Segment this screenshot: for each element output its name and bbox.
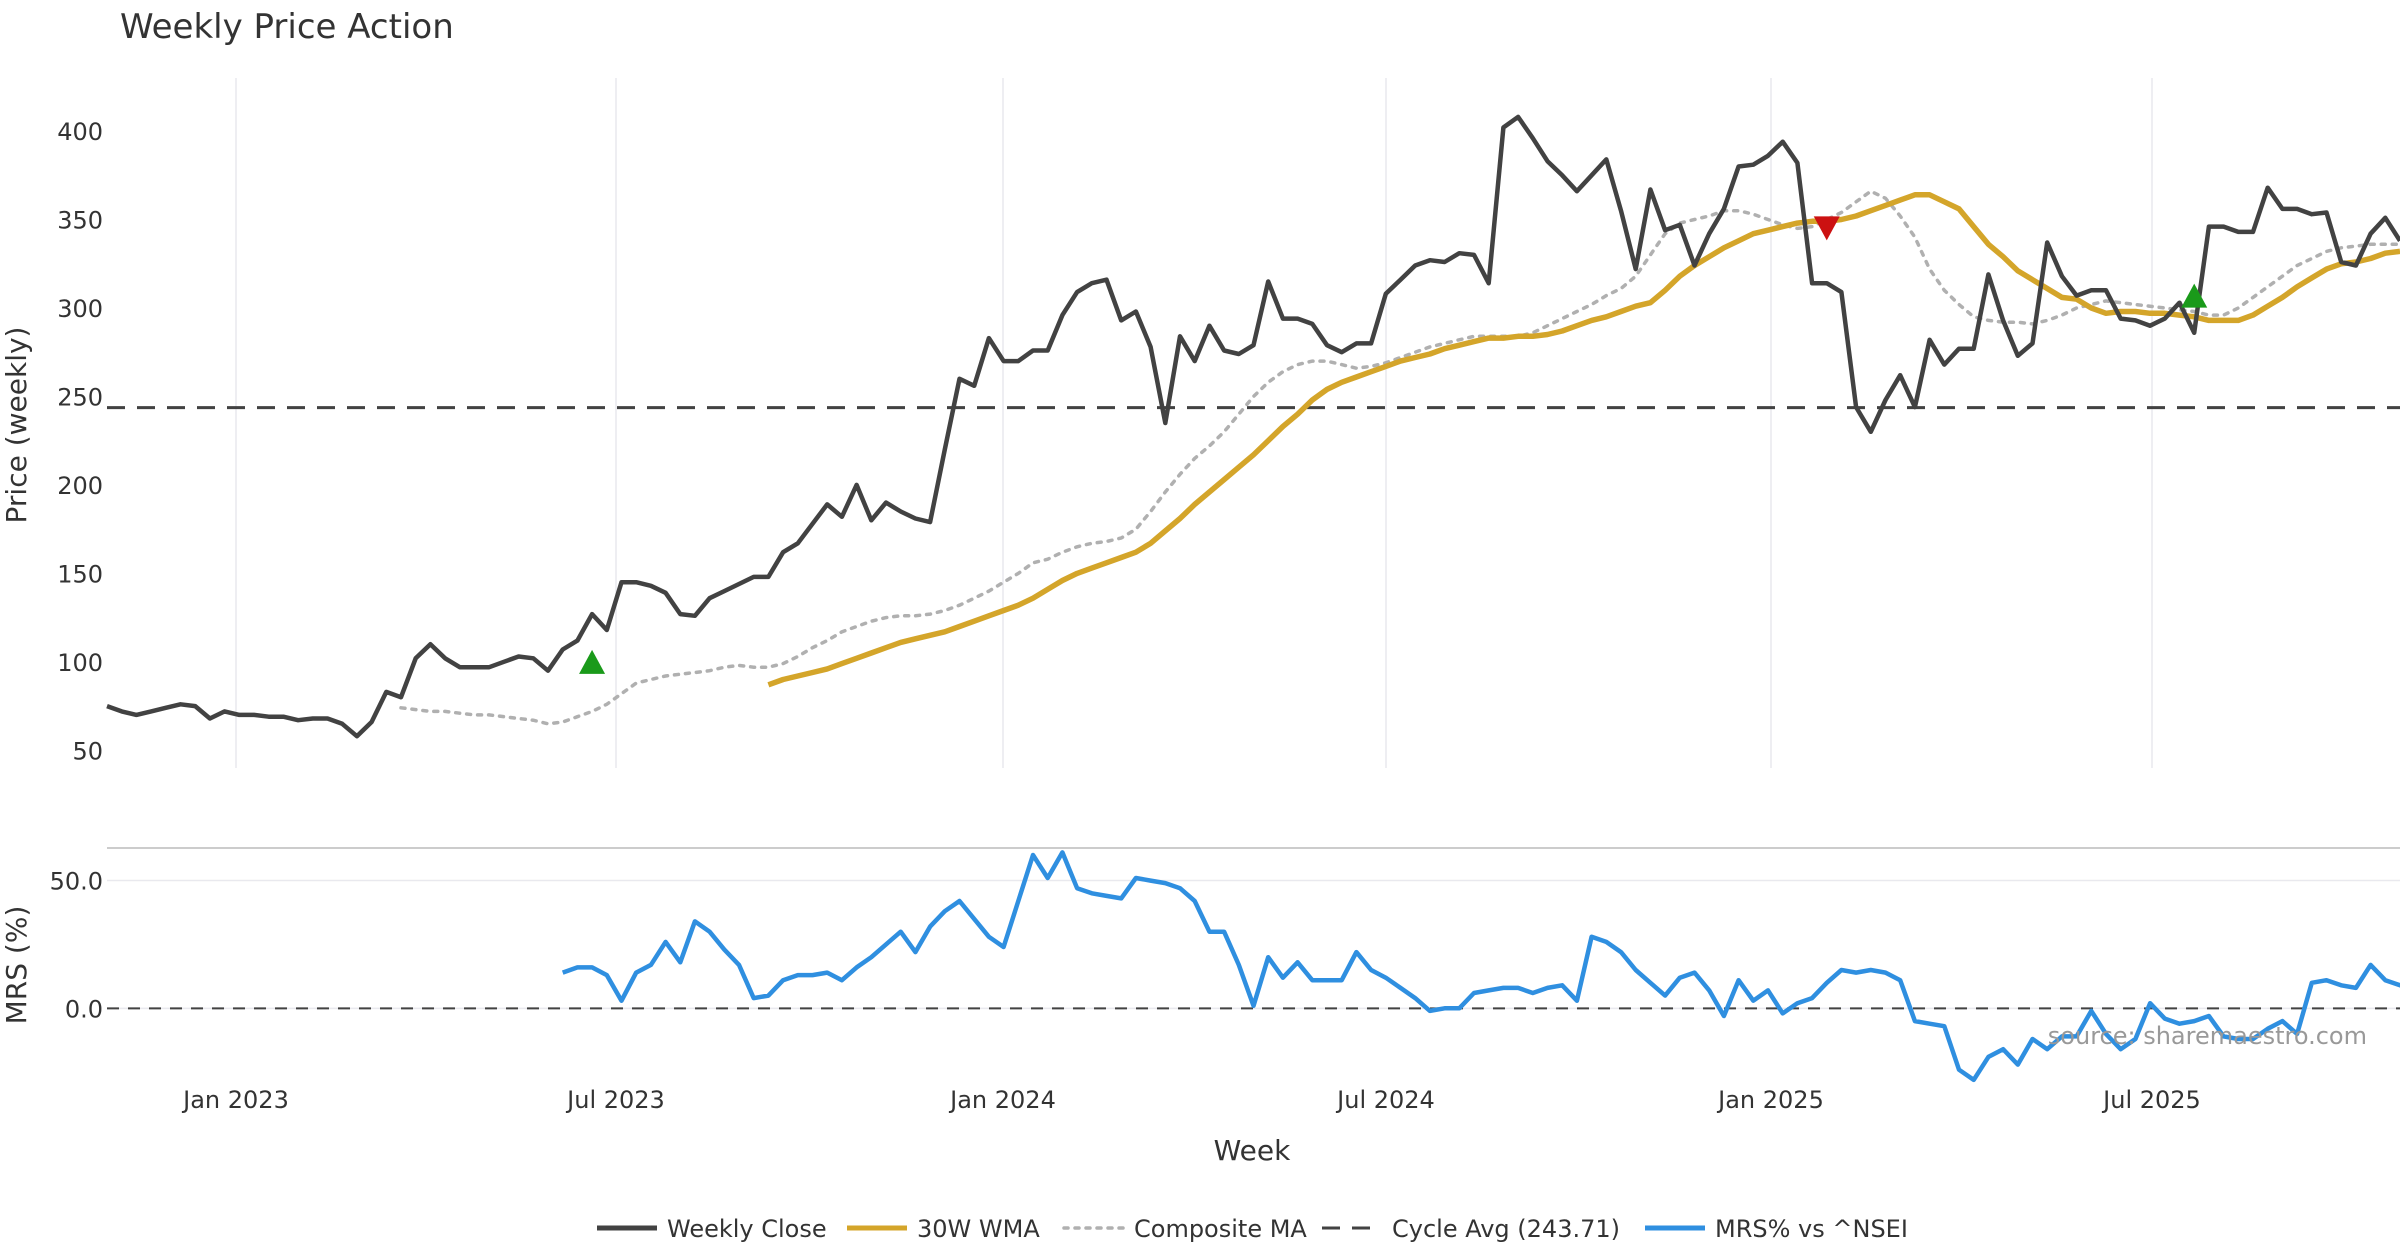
x-tick-label: Jul 2024 <box>1335 1086 1435 1114</box>
composite-ma-line <box>399 189 2400 726</box>
price-y-tick-label: 200 <box>57 472 103 500</box>
chart-title: Weekly Price Action <box>120 7 454 47</box>
weekly-close-line <box>106 114 2400 739</box>
price-y-tick-label: 50 <box>72 737 103 765</box>
mrs-y-axis-label: MRS (%) <box>0 906 33 1025</box>
legend-label: 30W WMA <box>917 1215 1040 1243</box>
mrs-y-tick-label: 50.0 <box>50 868 103 896</box>
price-y-tick-label: 250 <box>57 383 103 411</box>
x-tick-label: Jan 2024 <box>948 1086 1056 1114</box>
price-grid <box>235 78 2153 768</box>
mrs-line <box>561 850 2400 1083</box>
legend: Weekly Close 30W WMA Composite MA Cycle Avg… <box>597 1215 1908 1243</box>
price-y-ticks: 50 100 150 200 250 300 350 400 <box>57 118 103 765</box>
x-tick-label: Jul 2025 <box>2101 1086 2201 1114</box>
source-note: source: sharemaestro.com <box>2048 1022 2367 1050</box>
legend-label: Composite MA <box>1134 1215 1307 1243</box>
mrs-y-tick-label: 0.0 <box>65 995 103 1023</box>
sell-signal-marker <box>1813 216 1840 241</box>
price-y-tick-label: 400 <box>57 118 103 146</box>
price-y-tick-label: 300 <box>57 295 103 323</box>
price-y-tick-label: 150 <box>57 560 103 588</box>
signal-markers <box>579 216 2208 674</box>
price-y-axis-label: Price (weekly) <box>0 327 33 524</box>
mrs-grid <box>107 879 2400 1010</box>
x-ticks: Jan 2023 Jul 2023 Jan 2024 Jul 2024 Jan 2025… <box>181 1086 2201 1114</box>
x-tick-label: Jul 2023 <box>565 1086 665 1114</box>
price-y-tick-label: 100 <box>57 649 103 677</box>
legend-label: Weekly Close <box>667 1215 827 1243</box>
legend-label: Cycle Avg (243.71) <box>1392 1215 1620 1243</box>
x-tick-label: Jan 2023 <box>181 1086 289 1114</box>
x-axis-label: Week <box>1214 1134 1291 1167</box>
wma-30-line <box>767 192 2400 688</box>
mrs-y-ticks: 0.0 50.0 <box>50 868 103 1024</box>
legend-label: MRS% vs ^NSEI <box>1715 1215 1908 1243</box>
buy-signal-marker <box>579 649 606 674</box>
price-y-tick-label: 350 <box>57 207 103 235</box>
x-tick-label: Jan 2025 <box>1716 1086 1824 1114</box>
buy-signal-marker <box>2181 283 2208 308</box>
